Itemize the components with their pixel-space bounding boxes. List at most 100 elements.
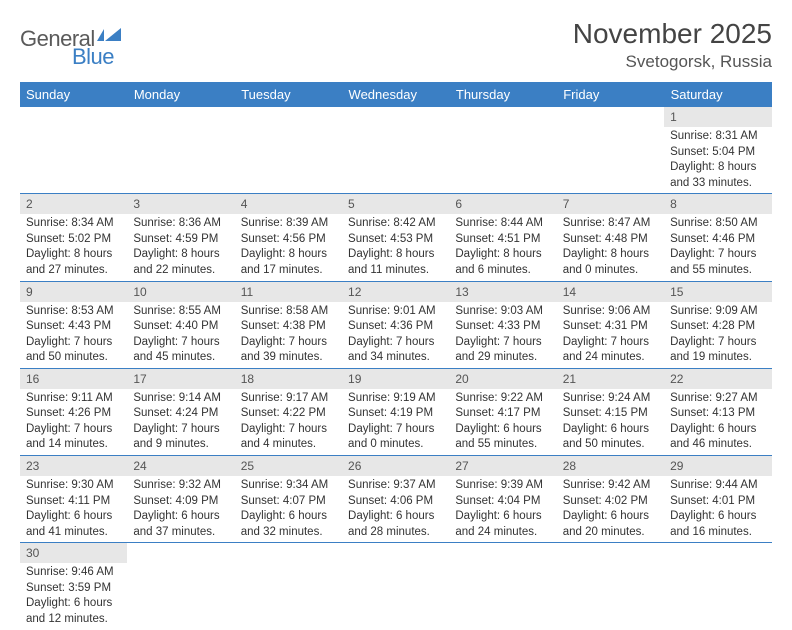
- sunrise-line: Sunrise: 8:58 AM: [241, 305, 329, 317]
- sunset-line: Sunset: 4:40 PM: [133, 320, 218, 332]
- day-number: 19: [342, 369, 449, 389]
- day-number: 13: [449, 282, 556, 302]
- calendar-cell: 7Sunrise: 8:47 AMSunset: 4:48 PMDaylight…: [557, 194, 664, 281]
- sunrise-line: Sunrise: 9:17 AM: [241, 392, 329, 404]
- calendar-cell: 30Sunrise: 9:46 AMSunset: 3:59 PMDayligh…: [20, 543, 127, 630]
- day-body: Sunrise: 9:24 AMSunset: 4:15 PMDaylight:…: [557, 389, 664, 455]
- day-number: 20: [449, 369, 556, 389]
- calendar-cell: [235, 543, 342, 630]
- daylight-line: Daylight: 6 hours and 12 minutes.: [26, 597, 112, 625]
- day-body: Sunrise: 8:58 AMSunset: 4:38 PMDaylight:…: [235, 302, 342, 368]
- daylight-line: Daylight: 8 hours and 27 minutes.: [26, 248, 112, 276]
- daylight-line: Daylight: 6 hours and 50 minutes.: [563, 423, 649, 451]
- sunset-line: Sunset: 4:26 PM: [26, 407, 111, 419]
- daylight-line: Daylight: 7 hours and 29 minutes.: [455, 336, 541, 364]
- calendar-cell: 29Sunrise: 9:44 AMSunset: 4:01 PMDayligh…: [664, 456, 771, 543]
- day-body: Sunrise: 9:37 AMSunset: 4:06 PMDaylight:…: [342, 476, 449, 542]
- sunset-line: Sunset: 4:09 PM: [133, 495, 218, 507]
- day-number: 25: [235, 456, 342, 476]
- calendar-row: 9Sunrise: 8:53 AMSunset: 4:43 PMDaylight…: [20, 281, 772, 368]
- sunset-line: Sunset: 4:46 PM: [670, 233, 755, 245]
- sunrise-line: Sunrise: 9:22 AM: [455, 392, 543, 404]
- sunset-line: Sunset: 4:24 PM: [133, 407, 218, 419]
- day-body: Sunrise: 9:30 AMSunset: 4:11 PMDaylight:…: [20, 476, 127, 542]
- calendar-cell: 2Sunrise: 8:34 AMSunset: 5:02 PMDaylight…: [20, 194, 127, 281]
- day-body: Sunrise: 9:01 AMSunset: 4:36 PMDaylight:…: [342, 302, 449, 368]
- sunrise-line: Sunrise: 9:19 AM: [348, 392, 436, 404]
- day-number: 18: [235, 369, 342, 389]
- calendar-cell: [20, 107, 127, 194]
- sunset-line: Sunset: 4:28 PM: [670, 320, 755, 332]
- daylight-line: Daylight: 6 hours and 37 minutes.: [133, 510, 219, 538]
- sunrise-line: Sunrise: 9:30 AM: [26, 479, 114, 491]
- day-number: 26: [342, 456, 449, 476]
- day-number: 24: [127, 456, 234, 476]
- daylight-line: Daylight: 8 hours and 22 minutes.: [133, 248, 219, 276]
- daylight-line: Daylight: 6 hours and 46 minutes.: [670, 423, 756, 451]
- daylight-line: Daylight: 8 hours and 0 minutes.: [563, 248, 649, 276]
- day-body: Sunrise: 9:39 AMSunset: 4:04 PMDaylight:…: [449, 476, 556, 542]
- calendar-head: SundayMondayTuesdayWednesdayThursdayFrid…: [20, 82, 772, 107]
- calendar-cell: 16Sunrise: 9:11 AMSunset: 4:26 PMDayligh…: [20, 368, 127, 455]
- day-body: Sunrise: 9:19 AMSunset: 4:19 PMDaylight:…: [342, 389, 449, 455]
- day-body: Sunrise: 9:42 AMSunset: 4:02 PMDaylight:…: [557, 476, 664, 542]
- calendar-cell: [342, 543, 449, 630]
- day-body: Sunrise: 8:55 AMSunset: 4:40 PMDaylight:…: [127, 302, 234, 368]
- day-number: 7: [557, 194, 664, 214]
- day-body: Sunrise: 9:46 AM Sunset: 3:59 PM Daylight:…: [20, 563, 127, 629]
- calendar-cell: 9Sunrise: 8:53 AMSunset: 4:43 PMDaylight…: [20, 281, 127, 368]
- calendar-cell: 27Sunrise: 9:39 AMSunset: 4:04 PMDayligh…: [449, 456, 556, 543]
- calendar-cell: 17Sunrise: 9:14 AMSunset: 4:24 PMDayligh…: [127, 368, 234, 455]
- calendar-cell: 24Sunrise: 9:32 AMSunset: 4:09 PMDayligh…: [127, 456, 234, 543]
- calendar-cell: 10Sunrise: 8:55 AMSunset: 4:40 PMDayligh…: [127, 281, 234, 368]
- daylight-line: Daylight: 7 hours and 9 minutes.: [133, 423, 219, 451]
- daylight-line: Daylight: 7 hours and 55 minutes.: [670, 248, 756, 276]
- calendar-cell: 21Sunrise: 9:24 AMSunset: 4:15 PMDayligh…: [557, 368, 664, 455]
- calendar-cell: 28Sunrise: 9:42 AMSunset: 4:02 PMDayligh…: [557, 456, 664, 543]
- sunset-line: Sunset: 4:36 PM: [348, 320, 433, 332]
- sunset-line: Sunset: 4:59 PM: [133, 233, 218, 245]
- page: GeneralBlue November 2025 Svetogorsk, Ru…: [0, 0, 792, 630]
- calendar-cell: 26Sunrise: 9:37 AMSunset: 4:06 PMDayligh…: [342, 456, 449, 543]
- calendar-row: 2Sunrise: 8:34 AMSunset: 5:02 PMDaylight…: [20, 194, 772, 281]
- daylight-line: Daylight: 6 hours and 24 minutes.: [455, 510, 541, 538]
- day-number: 14: [557, 282, 664, 302]
- calendar-cell: 5Sunrise: 8:42 AMSunset: 4:53 PMDaylight…: [342, 194, 449, 281]
- day-number: 10: [127, 282, 234, 302]
- day-body: Sunrise: 9:09 AM Sunset: 4:28 PM Daylight:…: [664, 302, 771, 368]
- sunset-line: Sunset: 4:43 PM: [26, 320, 111, 332]
- sunrise-line: Sunrise: 8:39 AM: [241, 217, 329, 229]
- calendar-cell: 8Sunrise: 8:50 AMSunset: 4:46 PMDaylight…: [664, 194, 771, 281]
- daylight-line: Daylight: 7 hours and 24 minutes.: [563, 336, 649, 364]
- calendar-cell: [449, 107, 556, 194]
- calendar-row: 1Sunrise: 8:31 AMSunset: 5:04 PMDaylight…: [20, 107, 772, 194]
- day-body: Sunrise: 9:44 AMSunset: 4:01 PMDaylight:…: [664, 476, 771, 542]
- day-number: 15: [664, 282, 771, 302]
- sunset-line: Sunset: 4:17 PM: [455, 407, 540, 419]
- calendar-cell: 25Sunrise: 9:34 AMSunset: 4:07 PMDayligh…: [235, 456, 342, 543]
- day-body: Sunrise: 9:22 AMSunset: 4:17 PMDaylight:…: [449, 389, 556, 455]
- sunset-line: Sunset: 3:59 PM: [26, 582, 111, 594]
- daylight-line: Daylight: 6 hours and 32 minutes.: [241, 510, 327, 538]
- sunrise-line: Sunrise: 9:46 AM: [26, 566, 114, 578]
- day-body: Sunrise: 9:06 AMSunset: 4:31 PMDaylight:…: [557, 302, 664, 368]
- weekday-header: Monday: [127, 82, 234, 107]
- weekday-header: Thursday: [449, 82, 556, 107]
- sunrise-line: Sunrise: 8:55 AM: [133, 305, 221, 317]
- day-number: 21: [557, 369, 664, 389]
- day-body: Sunrise: 9:34 AMSunset: 4:07 PMDaylight:…: [235, 476, 342, 542]
- daylight-line: Daylight: 7 hours and 19 minutes.: [670, 336, 756, 364]
- calendar-cell: [557, 107, 664, 194]
- sunset-line: Sunset: 4:56 PM: [241, 233, 326, 245]
- day-body: Sunrise: 8:36 AMSunset: 4:59 PMDaylight:…: [127, 214, 234, 280]
- sunrise-line: Sunrise: 9:09 AM: [670, 305, 758, 317]
- calendar-cell: 23Sunrise: 9:30 AMSunset: 4:11 PMDayligh…: [20, 456, 127, 543]
- sunset-line: Sunset: 4:53 PM: [348, 233, 433, 245]
- sunrise-line: Sunrise: 9:14 AM: [133, 392, 221, 404]
- daylight-line: Daylight: 6 hours and 28 minutes.: [348, 510, 434, 538]
- calendar-cell: 13Sunrise: 9:03 AMSunset: 4:33 PMDayligh…: [449, 281, 556, 368]
- day-number: 9: [20, 282, 127, 302]
- sunset-line: Sunset: 4:07 PM: [241, 495, 326, 507]
- calendar-cell: 15 Sunrise: 9:09 AM Sunset: 4:28 PM Dayligh…: [664, 281, 771, 368]
- day-number: 6: [449, 194, 556, 214]
